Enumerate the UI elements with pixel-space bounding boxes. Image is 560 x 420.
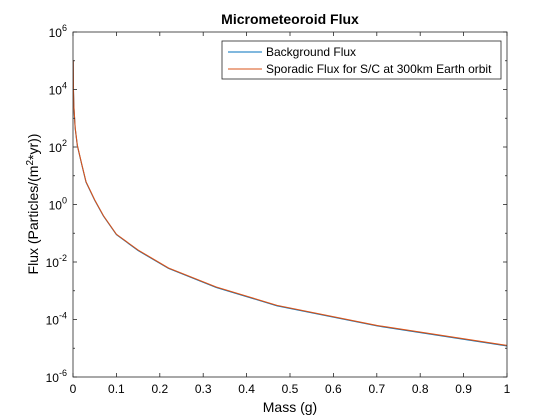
legend-box (221, 40, 502, 80)
x-tick-label: 0.5 (282, 382, 299, 396)
y-tick-exp: -4 (59, 311, 67, 321)
x-tick-label: 0.7 (368, 382, 385, 396)
y-tick-label: 102 (49, 138, 67, 155)
y-tick-exp: 2 (62, 138, 67, 148)
x-tick-label: 0.9 (455, 382, 472, 396)
y-tick-exp: 6 (62, 23, 67, 33)
x-tick-label: 0.6 (325, 382, 342, 396)
y-tick-exp: -6 (59, 368, 67, 378)
legend: Background Flux Sporadic Flux for S/C at… (221, 40, 502, 80)
x-tick-label: 0.3 (195, 382, 212, 396)
y-tick-base: 10 (46, 256, 60, 270)
y-tick-exp: 4 (62, 81, 67, 91)
y-tick-base: 10 (46, 371, 60, 385)
y-tick-base: 10 (49, 141, 63, 155)
y-tick-exp: -2 (59, 253, 67, 263)
y-tick-label: 106 (49, 23, 67, 40)
y-tick-label: 10-2 (46, 253, 67, 270)
y-tick-base: 10 (46, 314, 60, 328)
y-axis-label-post: *yr)) (25, 134, 41, 160)
y-tick-exp: 0 (62, 196, 67, 206)
x-tick-label: 0.4 (238, 382, 255, 396)
x-tick-label: 1 (504, 382, 511, 396)
y-axis-label: Flux (Particles/(m2*yr)) (25, 134, 41, 275)
x-tick-label: 0.8 (412, 382, 429, 396)
y-tick-label: 10-4 (46, 311, 67, 328)
x-tick-label: 0 (70, 382, 77, 396)
plot-area (73, 32, 507, 377)
x-axis-label: Mass (g) (263, 399, 317, 415)
y-tick-label: 10-6 (46, 368, 67, 385)
series-layer (73, 60, 507, 347)
y-tick-label: 104 (49, 81, 67, 98)
legend-label-background: Background Flux (266, 45, 356, 59)
legend-label-sporadic: Sporadic Flux for S/C at 300km Earth orb… (266, 62, 492, 76)
y-tick-base: 10 (49, 199, 63, 213)
y-tick-base: 10 (49, 26, 63, 40)
x-tick-label: 0.1 (108, 382, 125, 396)
chart-title: Micrometeoroid Flux (221, 11, 359, 27)
plot-frame (72, 31, 508, 378)
y-tick-label: 100 (49, 196, 67, 213)
y-tick-base: 10 (49, 84, 63, 98)
series-line-sporadic-flux (73, 60, 507, 347)
y-axis-label-sup: 2 (25, 160, 36, 166)
tick-layer: 0 0.1 0.2 0.3 0.4 0.5 0.6 0.7 0.8 0.9 110-610-410-… (46, 23, 511, 396)
x-tick-label: 0.2 (151, 382, 168, 396)
y-axis-label-pre: Flux (Particles/(m (25, 166, 41, 275)
